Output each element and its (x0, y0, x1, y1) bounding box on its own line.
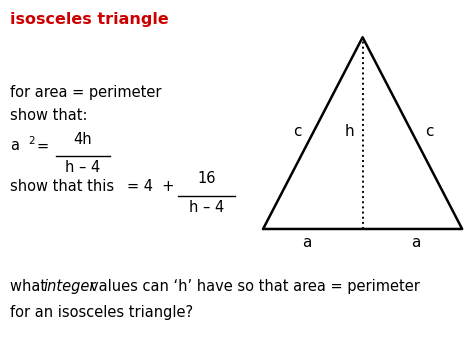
Text: a: a (411, 235, 421, 250)
Text: what: what (10, 279, 51, 294)
Text: = 4  +: = 4 + (127, 179, 174, 194)
Text: c: c (293, 124, 301, 139)
Text: values can ‘h’ have so that area = perimeter: values can ‘h’ have so that area = perim… (90, 279, 420, 294)
Text: a: a (302, 235, 312, 250)
Text: isosceles triangle: isosceles triangle (10, 12, 169, 27)
Text: h – 4: h – 4 (65, 160, 100, 175)
Text: h – 4: h – 4 (189, 200, 224, 215)
Text: c: c (425, 124, 433, 139)
Text: =: = (37, 138, 49, 153)
Text: a: a (10, 138, 19, 153)
Text: show that:: show that: (10, 108, 88, 123)
Text: integer: integer (43, 279, 95, 294)
Text: for an isosceles triangle?: for an isosceles triangle? (10, 305, 193, 320)
Text: 2: 2 (28, 136, 35, 146)
Text: for area = perimeter: for area = perimeter (10, 85, 162, 100)
Text: show that this: show that this (10, 179, 115, 194)
Text: 16: 16 (197, 171, 216, 186)
Text: 4h: 4h (73, 132, 92, 147)
Text: h: h (345, 124, 355, 139)
